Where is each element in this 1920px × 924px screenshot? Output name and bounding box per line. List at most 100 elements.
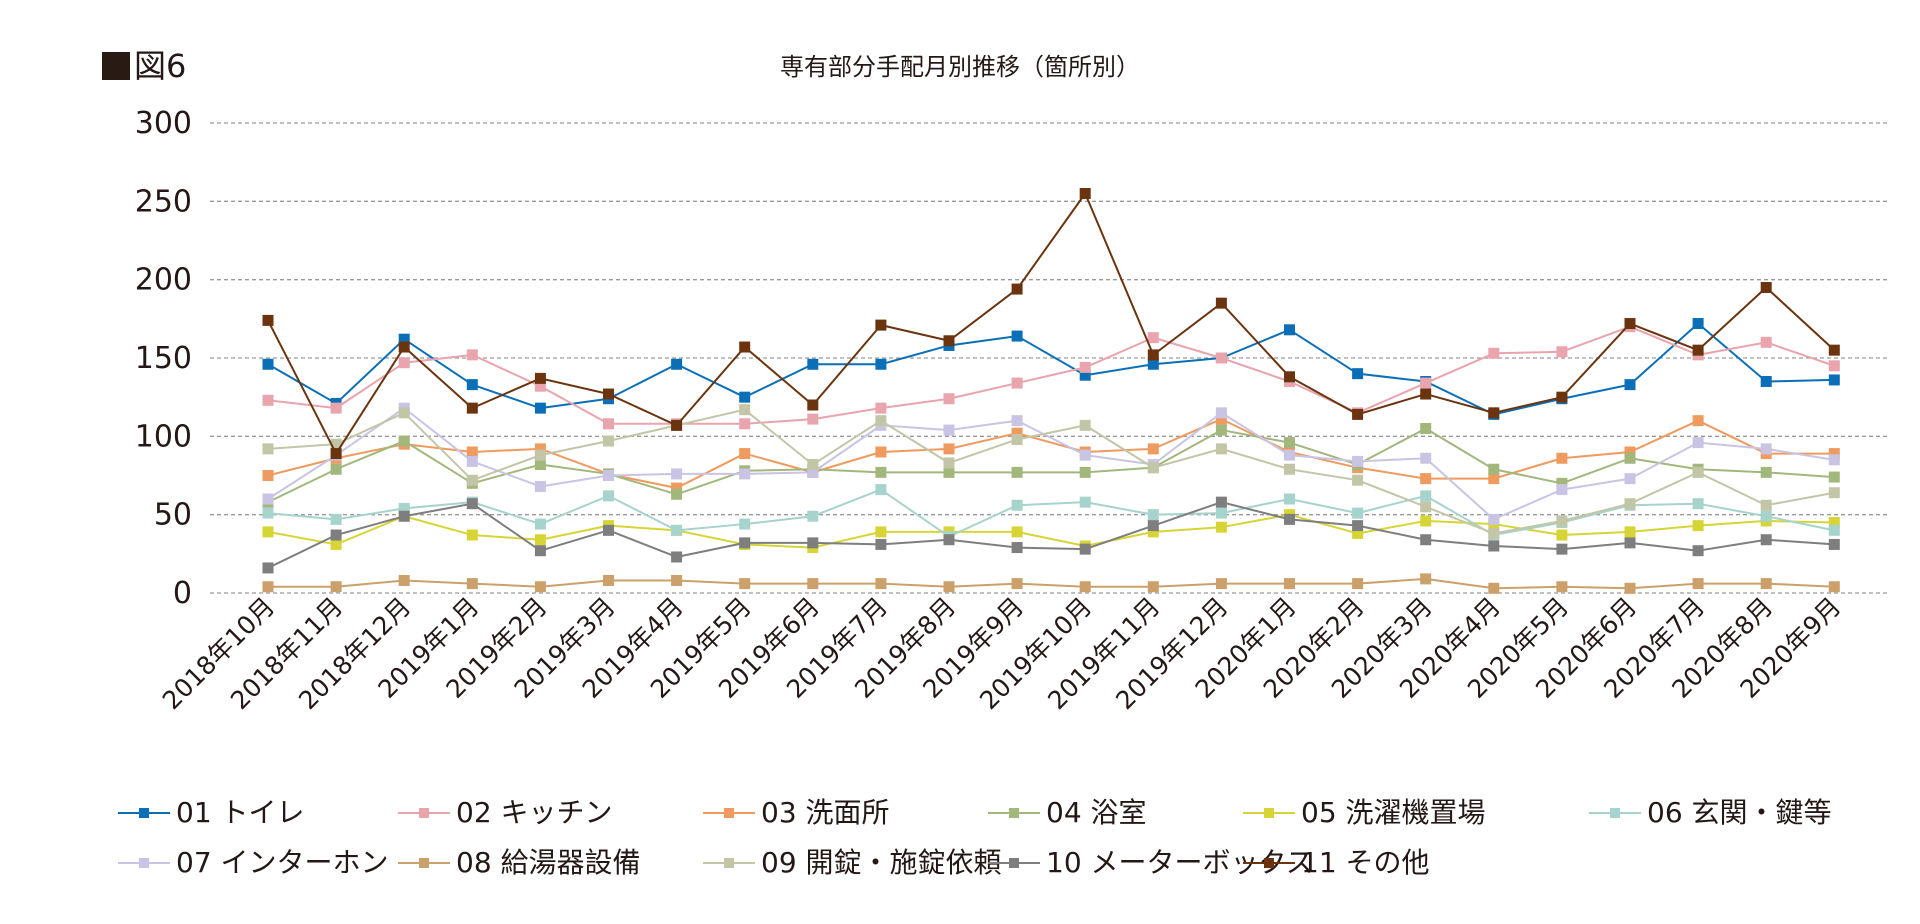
series-line — [267, 501, 1835, 569]
data-point — [1828, 517, 1840, 528]
data-point — [1556, 346, 1568, 358]
data-point — [1556, 543, 1568, 555]
legend-label: 01 トイレ — [176, 796, 305, 829]
data-point — [1284, 449, 1295, 461]
line-chart: 0 50 100 150 200 250 300 2018年10月2018年11月2018年… — [135, 106, 1888, 715]
data-point — [807, 466, 819, 478]
data-point — [1828, 487, 1840, 499]
legend-label: 11 その他 — [1301, 846, 1430, 879]
legend-item: 04 浴室 — [988, 796, 1147, 830]
series-1 — [262, 318, 1840, 420]
chart-title: 専有部分手配月別推移（箇所別） — [780, 53, 1140, 81]
data-point — [1284, 437, 1295, 449]
data-point — [398, 333, 410, 345]
figure-marker-square — [102, 52, 130, 80]
data-point — [807, 459, 819, 471]
data-point — [1760, 443, 1772, 455]
legend-item: 08 給湯器設備 — [398, 846, 641, 880]
data-point — [1488, 463, 1500, 475]
data-point — [739, 448, 751, 460]
data-point — [398, 510, 410, 522]
data-point — [671, 524, 683, 536]
data-point — [943, 457, 955, 469]
data-point — [330, 463, 342, 475]
data-point — [1760, 336, 1772, 348]
gridlines — [210, 122, 1888, 594]
data-point — [398, 435, 410, 447]
series-line — [267, 322, 1835, 416]
data-point — [1147, 349, 1159, 361]
data-point — [1624, 537, 1636, 549]
data-point — [1011, 526, 1023, 538]
data-point — [1011, 415, 1023, 427]
data-point — [534, 534, 546, 546]
data-point — [739, 404, 751, 416]
data-point — [875, 402, 887, 414]
data-point — [1488, 513, 1500, 525]
data-point — [1488, 582, 1500, 594]
legend-swatch — [988, 858, 1040, 868]
data-point — [262, 507, 274, 519]
data-point — [1692, 520, 1704, 532]
data-point — [739, 341, 751, 353]
data-point — [330, 448, 342, 460]
data-point — [534, 581, 546, 593]
data-point — [330, 538, 342, 550]
series-2 — [262, 321, 1840, 430]
data-point — [1624, 498, 1636, 510]
data-point — [1420, 573, 1432, 585]
data-point — [1215, 496, 1227, 508]
data-point — [1760, 499, 1772, 511]
data-point — [1760, 466, 1772, 478]
legend-swatch — [118, 808, 170, 818]
data-point — [1624, 452, 1636, 464]
series-3 — [262, 413, 1840, 494]
series-line — [267, 192, 1835, 455]
data-point — [671, 358, 683, 370]
data-point — [466, 349, 478, 361]
data-point — [1488, 347, 1500, 359]
data-point — [1420, 501, 1432, 513]
data-point — [739, 518, 751, 530]
series-line — [267, 408, 1835, 535]
data-point — [534, 372, 546, 384]
data-point — [398, 357, 410, 369]
data-point — [1011, 499, 1023, 511]
series-10 — [262, 496, 1840, 574]
data-point — [1624, 318, 1636, 330]
data-point — [330, 402, 342, 414]
data-point — [1556, 452, 1568, 464]
legend-swatch — [988, 808, 1040, 818]
data-point — [1828, 360, 1840, 372]
legend-swatch — [1243, 858, 1295, 868]
data-point — [1352, 368, 1364, 380]
data-point — [466, 498, 478, 510]
data-point — [875, 319, 887, 331]
data-point — [1760, 578, 1772, 590]
series-line — [267, 407, 1835, 521]
y-tick-label: 50 — [154, 498, 192, 533]
series-7 — [262, 402, 1840, 525]
data-point — [603, 435, 614, 447]
legend-swatch — [398, 858, 450, 868]
data-point — [1488, 473, 1500, 485]
data-point — [1215, 578, 1227, 590]
legend-item: 02 キッチン — [398, 796, 613, 830]
data-point — [739, 418, 751, 430]
data-point — [1011, 283, 1023, 295]
data-point — [466, 402, 478, 414]
data-point — [1079, 369, 1091, 381]
data-point — [1352, 578, 1364, 590]
data-point — [1011, 330, 1023, 342]
data-point — [1352, 408, 1364, 420]
data-point — [875, 415, 887, 427]
data-point — [1079, 496, 1091, 508]
legend-swatch — [1589, 808, 1641, 818]
data-point — [1488, 407, 1500, 419]
data-point — [875, 446, 887, 458]
y-axis-ticks: 0 50 100 150 200 250 300 — [135, 106, 192, 611]
data-point — [398, 574, 410, 586]
series-line — [267, 427, 1835, 504]
data-point — [1420, 473, 1432, 485]
series-9 — [262, 404, 1840, 539]
